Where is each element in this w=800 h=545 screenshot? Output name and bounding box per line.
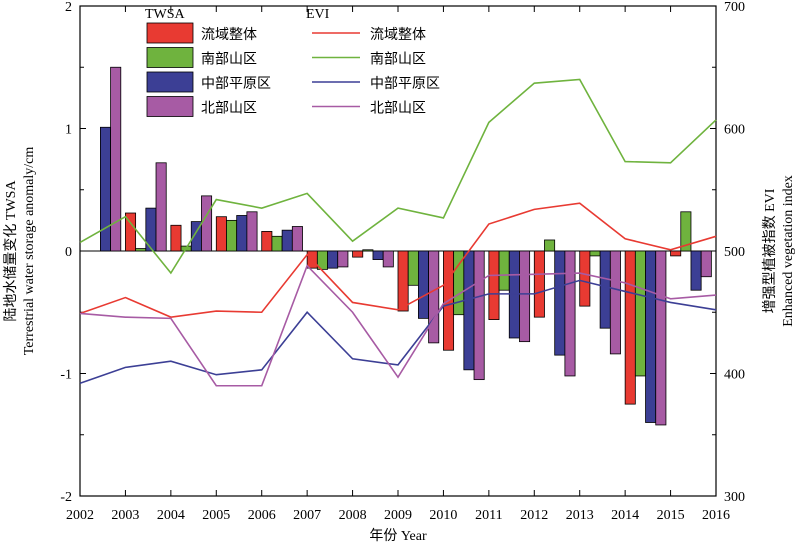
bar <box>463 250 475 371</box>
y-right-tick-label: 700 <box>724 0 745 15</box>
legend-bar-label: 中部平原区 <box>201 76 271 92</box>
legend-swatch <box>146 96 194 117</box>
x-tick-label: 2002 <box>66 508 94 523</box>
x-tick-label: 2014 <box>611 508 639 523</box>
bar <box>609 250 621 355</box>
bar <box>498 250 510 291</box>
legend-line-label: 北部山区 <box>370 101 426 117</box>
bar <box>488 250 500 320</box>
bar <box>624 250 636 405</box>
bar <box>246 211 258 252</box>
legend-bar-label: 流域整体 <box>201 27 257 43</box>
legend-bar-label: 南部山区 <box>201 52 257 68</box>
bar <box>428 250 440 344</box>
bar <box>352 250 364 258</box>
series-line <box>79 202 717 318</box>
bar <box>670 250 682 257</box>
y-right-title-cn: 增强型植被指数 EVI <box>762 188 778 313</box>
x-tick-label: 2011 <box>475 508 502 523</box>
legend-background <box>140 22 480 130</box>
bar <box>215 216 227 252</box>
y-right-tick-label: 400 <box>724 368 745 383</box>
bar <box>135 248 147 252</box>
bar <box>407 250 419 286</box>
x-axis-title: 年份 Year <box>369 528 427 544</box>
bar <box>700 250 712 278</box>
bar <box>634 250 646 377</box>
bar <box>599 250 611 329</box>
y-right-tick-label: 500 <box>724 245 745 260</box>
bar <box>201 195 213 252</box>
bar <box>362 249 374 252</box>
bar <box>261 230 273 252</box>
y-left-tick-label: 0 <box>65 245 72 260</box>
bar <box>473 250 485 381</box>
legend-line-label: 中部平原区 <box>370 76 440 92</box>
bar <box>645 250 657 423</box>
bar <box>564 250 576 377</box>
series-line <box>79 264 717 387</box>
y-left-title-en: Terrestrial water storage anomaly/cm <box>22 147 37 356</box>
x-tick-label: 2004 <box>157 508 185 523</box>
bar <box>589 250 601 257</box>
series-line <box>79 78 717 275</box>
bar <box>382 250 394 268</box>
y-left-tick-label: -1 <box>60 368 72 383</box>
legend-header-evi: EVI <box>306 7 330 22</box>
bar <box>291 226 303 252</box>
bar <box>100 126 112 252</box>
bar <box>519 250 531 343</box>
x-tick-label: 2003 <box>111 508 139 523</box>
bar <box>337 250 349 268</box>
bar <box>271 235 283 252</box>
bar <box>544 239 556 252</box>
x-tick-label: 2012 <box>520 508 548 523</box>
legend-line-label: 南部山区 <box>370 52 426 68</box>
bar <box>680 211 692 252</box>
bar <box>236 215 248 252</box>
legend-swatch <box>146 71 194 93</box>
bar <box>155 162 167 252</box>
y-right-title-en: Enhanced vegetation index <box>781 175 796 327</box>
x-tick-label: 2007 <box>293 508 321 523</box>
legend-bar-label: 北部山区 <box>201 101 257 117</box>
x-tick-label: 2016 <box>702 508 730 523</box>
y-left-tick-label: 2 <box>65 0 72 15</box>
bar <box>690 250 702 291</box>
bar <box>281 229 293 252</box>
bar <box>397 250 409 312</box>
x-tick-label: 2010 <box>429 508 457 523</box>
bar <box>372 250 384 260</box>
y-left-title-cn: 陆地水储量变化 TWSA <box>3 180 19 322</box>
bar <box>170 224 182 252</box>
labels-layer: -2 -1 0 1 2 300 400 500 600 700 2002 2003 2004 2005 20… <box>3 0 796 544</box>
bar <box>579 250 591 307</box>
x-tick-label: 2005 <box>202 508 230 523</box>
lines-layer <box>79 78 717 387</box>
legend-swatch <box>146 47 194 68</box>
bar <box>327 250 339 269</box>
y-right-tick-label: 300 <box>724 490 745 505</box>
bar <box>417 250 429 319</box>
x-tick-label: 2008 <box>339 508 367 523</box>
bar <box>655 250 667 426</box>
bar <box>125 212 137 252</box>
y-left-tick-label: 1 <box>65 123 72 138</box>
bar <box>110 66 122 252</box>
bar <box>554 250 566 356</box>
x-tick-label: 2015 <box>657 508 685 523</box>
legend-header-twsa: TWSA <box>145 7 186 22</box>
x-tick-label: 2009 <box>384 508 412 523</box>
legend-line-label: 流域整体 <box>370 27 426 43</box>
x-tick-label: 2013 <box>566 508 594 523</box>
x-tick-label: 2006 <box>248 508 276 523</box>
legend-swatch <box>146 22 194 44</box>
bar <box>533 250 545 318</box>
y-left-tick-label: -2 <box>60 490 72 505</box>
y-right-tick-label: 600 <box>724 123 745 138</box>
bar <box>226 219 238 252</box>
series-line <box>79 279 717 385</box>
